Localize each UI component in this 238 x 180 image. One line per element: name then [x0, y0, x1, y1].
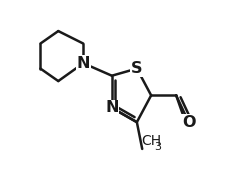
Text: CH: CH — [141, 134, 161, 148]
Text: N: N — [105, 100, 119, 115]
Text: N: N — [77, 56, 90, 71]
Text: S: S — [131, 61, 143, 76]
Text: 3: 3 — [154, 142, 161, 152]
Text: O: O — [182, 115, 195, 130]
